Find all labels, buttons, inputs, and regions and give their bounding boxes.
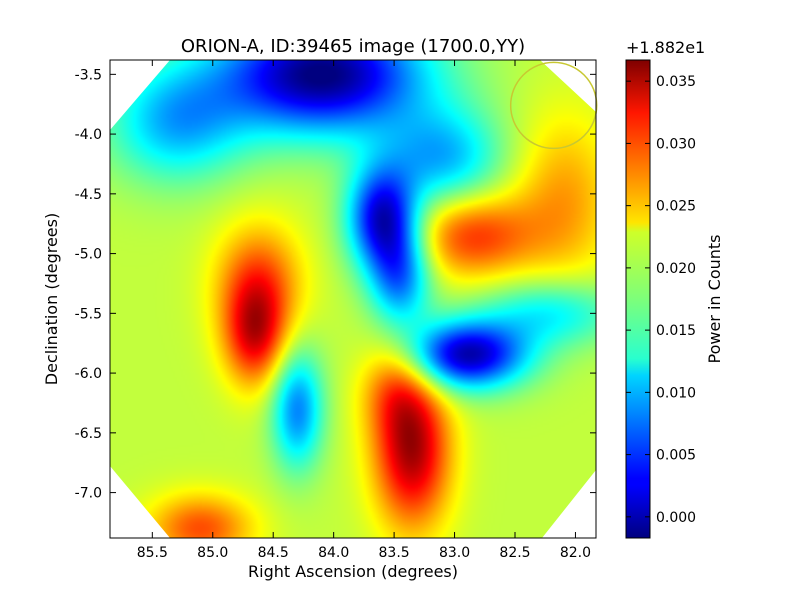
colorbar-tick-label: 0.000 bbox=[656, 510, 696, 526]
y-tick-label: -4.5 bbox=[75, 187, 102, 203]
y-tick-label: -7.0 bbox=[75, 486, 102, 502]
x-tick-label: 84.5 bbox=[258, 545, 289, 561]
colorbar-tick-label: 0.010 bbox=[656, 385, 696, 401]
y-tick-label: -5.5 bbox=[75, 306, 102, 322]
colorbar-label: Power in Counts bbox=[705, 235, 724, 364]
y-tick-label: -4.0 bbox=[75, 127, 102, 143]
x-tick-label: 84.0 bbox=[318, 545, 349, 561]
colorbar-tick-label: 0.020 bbox=[656, 261, 696, 277]
beam-marker-circle bbox=[509, 61, 598, 150]
x-tick-label: 83.5 bbox=[379, 545, 410, 561]
x-tick-label: 85.5 bbox=[137, 545, 168, 561]
x-axis-label: Right Ascension (degrees) bbox=[248, 562, 458, 581]
colorbar: +1.882e1 0.0000.0050.0100.0150.0200.0250… bbox=[625, 38, 724, 539]
colorbar-ticks: 0.000 0.005 0.010 0.015 0.020 0.025 0.030 0.035 bbox=[626, 74, 696, 526]
heatmap-area bbox=[110, 60, 598, 538]
x-tick-label: 83.0 bbox=[439, 545, 470, 561]
beam-marker-layer bbox=[509, 61, 598, 150]
chart-title: ORION-A, ID:39465 image (1700.0,YY) bbox=[181, 36, 525, 57]
colorbar-offset-label: +1.882e1 bbox=[626, 38, 705, 57]
x-tick-label: 85.0 bbox=[197, 545, 228, 561]
colorbar-tick-label: 0.030 bbox=[656, 136, 696, 152]
y-tick-label: -3.5 bbox=[75, 67, 102, 83]
colorbar-tick-label: 0.025 bbox=[656, 199, 696, 215]
colorbar-gradient bbox=[625, 59, 651, 539]
y-tick-label: -6.0 bbox=[75, 366, 102, 382]
colorbar-tick-label: 0.015 bbox=[656, 323, 696, 339]
x-axis-ticks: 85.5 85.0 84.5 84.0 83.5 83.0 82.5 82.0 bbox=[137, 60, 591, 561]
colorbar-tick-label: 0.005 bbox=[656, 448, 696, 464]
colorbar-tick-label: 0.035 bbox=[656, 74, 696, 90]
x-tick-label: 82.0 bbox=[560, 545, 591, 561]
y-tick-label: -5.0 bbox=[75, 247, 102, 263]
y-axis-ticks: -3.5 -4.0 -4.5 -5.0 -5.5 -6.0 -6.5 -7.0 bbox=[75, 67, 596, 502]
y-tick-label: -6.5 bbox=[75, 426, 102, 442]
heatmap-image bbox=[110, 60, 596, 538]
y-axis-label: Declination (degrees) bbox=[42, 213, 61, 385]
x-tick-label: 82.5 bbox=[499, 545, 530, 561]
plot-frame bbox=[109, 59, 597, 539]
